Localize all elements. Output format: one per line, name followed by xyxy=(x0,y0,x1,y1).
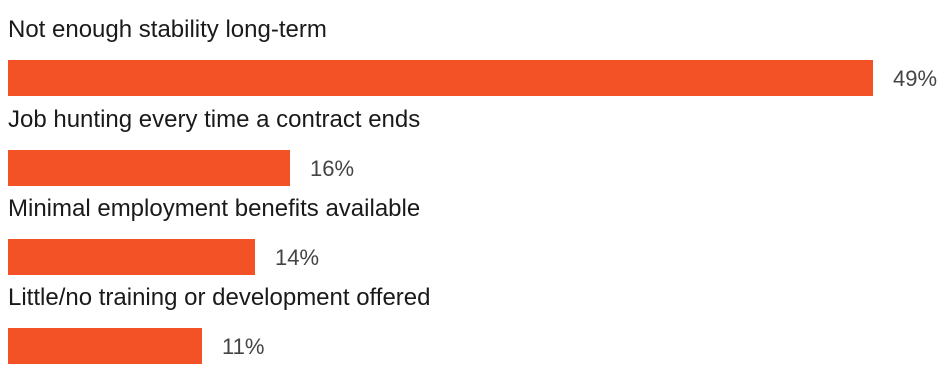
value-label: 16% xyxy=(310,156,355,181)
bar xyxy=(8,60,873,96)
value-label: 14% xyxy=(275,245,320,270)
value-label: 49% xyxy=(893,66,938,91)
bar xyxy=(8,150,290,186)
category-label: Little/no training or development offere… xyxy=(8,284,431,311)
category-label: Job hunting every time a contract ends xyxy=(8,106,421,133)
bar xyxy=(8,239,255,275)
category-label: Not enough stability long-term xyxy=(8,16,327,43)
bar xyxy=(8,328,202,364)
category-label: Minimal employment benefits available xyxy=(8,195,421,222)
value-label: 11% xyxy=(222,334,265,359)
